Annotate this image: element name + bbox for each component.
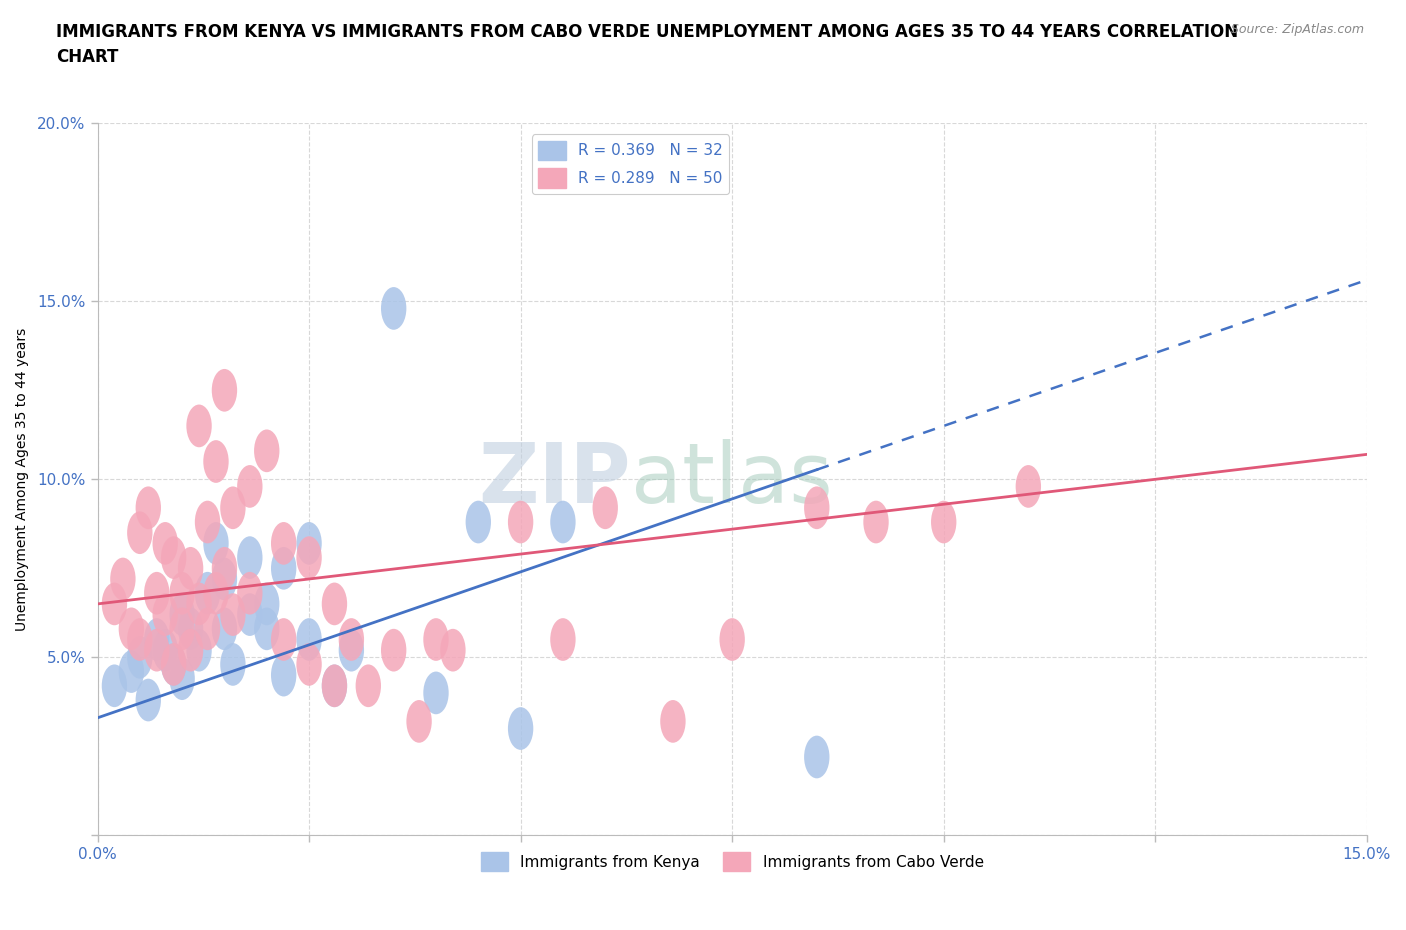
Ellipse shape: [179, 629, 204, 671]
Ellipse shape: [508, 500, 533, 543]
Ellipse shape: [212, 607, 238, 650]
Ellipse shape: [322, 582, 347, 625]
Ellipse shape: [160, 643, 187, 685]
Ellipse shape: [204, 440, 229, 483]
Ellipse shape: [381, 629, 406, 671]
Ellipse shape: [195, 500, 221, 543]
Ellipse shape: [170, 607, 195, 650]
Text: ZIP: ZIP: [478, 439, 631, 520]
Ellipse shape: [179, 547, 204, 590]
Ellipse shape: [110, 558, 135, 601]
Ellipse shape: [297, 522, 322, 565]
Ellipse shape: [863, 500, 889, 543]
Text: Source: ZipAtlas.com: Source: ZipAtlas.com: [1230, 23, 1364, 36]
Ellipse shape: [152, 629, 179, 671]
Ellipse shape: [221, 643, 246, 685]
Ellipse shape: [127, 618, 152, 661]
Ellipse shape: [143, 572, 170, 615]
Ellipse shape: [440, 629, 465, 671]
Ellipse shape: [127, 512, 152, 554]
Ellipse shape: [221, 486, 246, 529]
Ellipse shape: [170, 593, 195, 636]
Ellipse shape: [160, 643, 187, 685]
Text: atlas: atlas: [631, 439, 832, 520]
Ellipse shape: [212, 547, 238, 590]
Ellipse shape: [720, 618, 745, 661]
Ellipse shape: [356, 664, 381, 707]
Ellipse shape: [931, 500, 956, 543]
Ellipse shape: [238, 465, 263, 508]
Ellipse shape: [254, 582, 280, 625]
Ellipse shape: [271, 522, 297, 565]
Ellipse shape: [135, 486, 160, 529]
Text: IMMIGRANTS FROM KENYA VS IMMIGRANTS FROM CABO VERDE UNEMPLOYMENT AMONG AGES 35 T: IMMIGRANTS FROM KENYA VS IMMIGRANTS FROM…: [56, 23, 1239, 66]
Ellipse shape: [381, 287, 406, 330]
Ellipse shape: [550, 500, 575, 543]
Ellipse shape: [101, 664, 127, 707]
Ellipse shape: [118, 607, 143, 650]
Ellipse shape: [254, 430, 280, 472]
Ellipse shape: [101, 582, 127, 625]
Ellipse shape: [152, 593, 179, 636]
Ellipse shape: [195, 607, 221, 650]
Ellipse shape: [254, 607, 280, 650]
Ellipse shape: [152, 522, 179, 565]
Ellipse shape: [238, 593, 263, 636]
Ellipse shape: [508, 707, 533, 750]
Ellipse shape: [406, 700, 432, 743]
Ellipse shape: [143, 618, 170, 661]
Ellipse shape: [187, 629, 212, 671]
Ellipse shape: [127, 636, 152, 679]
Ellipse shape: [143, 629, 170, 671]
Ellipse shape: [170, 658, 195, 700]
Ellipse shape: [322, 664, 347, 707]
Ellipse shape: [135, 679, 160, 722]
Ellipse shape: [423, 618, 449, 661]
Y-axis label: Unemployment Among Ages 35 to 44 years: Unemployment Among Ages 35 to 44 years: [15, 327, 30, 631]
Ellipse shape: [187, 405, 212, 447]
Ellipse shape: [804, 736, 830, 778]
Ellipse shape: [465, 500, 491, 543]
Ellipse shape: [195, 572, 221, 615]
Ellipse shape: [160, 537, 187, 579]
Ellipse shape: [1015, 465, 1040, 508]
Ellipse shape: [339, 618, 364, 661]
Ellipse shape: [423, 671, 449, 714]
Ellipse shape: [297, 618, 322, 661]
Ellipse shape: [804, 486, 830, 529]
Ellipse shape: [661, 700, 686, 743]
Ellipse shape: [238, 537, 263, 579]
Ellipse shape: [297, 643, 322, 685]
Ellipse shape: [221, 593, 246, 636]
Ellipse shape: [271, 618, 297, 661]
Ellipse shape: [592, 486, 617, 529]
Ellipse shape: [118, 650, 143, 693]
Ellipse shape: [212, 558, 238, 601]
Ellipse shape: [271, 654, 297, 697]
Ellipse shape: [204, 522, 229, 565]
Ellipse shape: [187, 582, 212, 625]
Ellipse shape: [339, 629, 364, 671]
Legend: Immigrants from Kenya, Immigrants from Cabo Verde: Immigrants from Kenya, Immigrants from C…: [474, 845, 990, 878]
Ellipse shape: [204, 572, 229, 615]
Ellipse shape: [238, 572, 263, 615]
Ellipse shape: [550, 618, 575, 661]
Ellipse shape: [179, 607, 204, 650]
Ellipse shape: [271, 547, 297, 590]
Ellipse shape: [170, 572, 195, 615]
Ellipse shape: [212, 369, 238, 412]
Ellipse shape: [297, 537, 322, 579]
Ellipse shape: [322, 664, 347, 707]
